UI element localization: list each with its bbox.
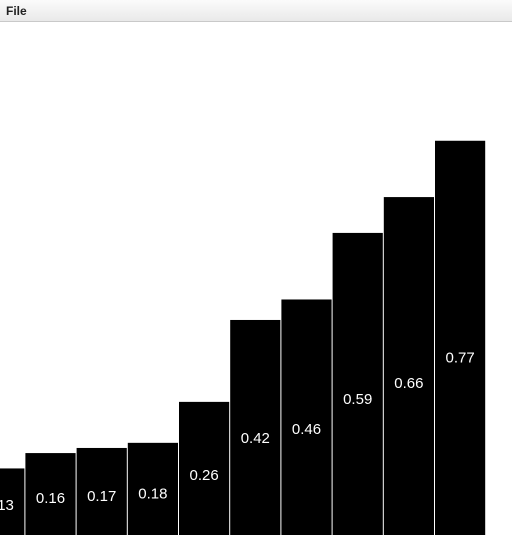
bar-label-10: 0.77 [445,350,474,367]
bar-label-9: 0.66 [394,375,423,392]
bar-label-6: 0.42 [241,430,270,447]
bar-label-1: 0.13 [0,497,14,514]
bar-label-4: 0.18 [138,486,167,503]
bar-5 [179,401,230,535]
bar-label-8: 0.59 [343,391,372,408]
bar-label-3: 0.17 [87,488,116,505]
bar-2 [25,453,76,535]
bar-9 [383,197,434,535]
bar-10 [435,140,486,535]
bar-8 [332,232,383,535]
bar-label-2: 0.16 [36,490,65,507]
menu-bar: File [0,0,512,22]
bar-6 [230,319,281,535]
bar-label-5: 0.26 [189,467,218,484]
bar-7 [281,299,332,535]
bar-4 [127,442,178,535]
bar-1 [0,468,25,535]
file-menu[interactable]: File [6,4,27,18]
bar-label-7: 0.46 [292,421,321,438]
bar-3 [76,447,127,535]
